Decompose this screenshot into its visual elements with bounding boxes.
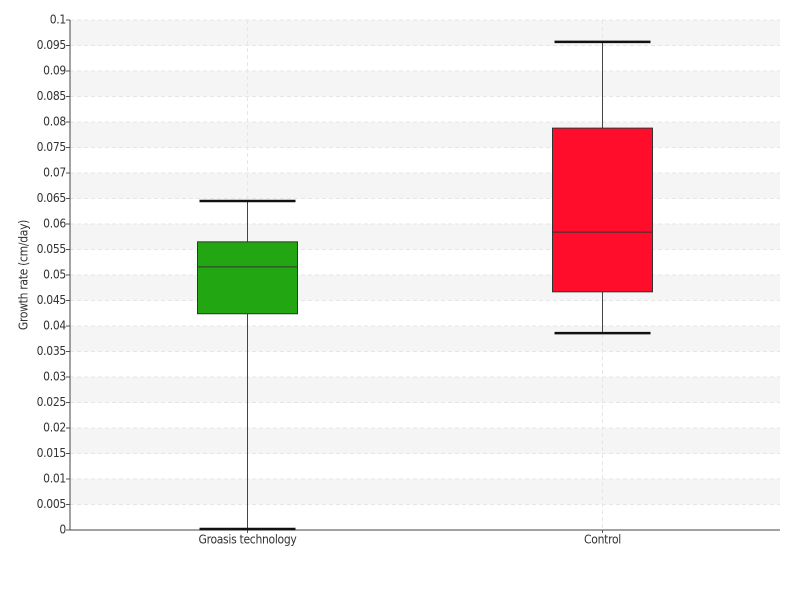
- y-tick-label: 0: [59, 523, 66, 537]
- x-tick-label: Groasis technology: [199, 533, 298, 547]
- grid-band: [70, 20, 780, 46]
- y-tick-label: 0.08: [43, 115, 66, 129]
- y-tick-label: 0.09: [43, 64, 66, 78]
- y-axis-label: Growth rate (cm/day): [17, 220, 31, 330]
- grid-band: [70, 326, 780, 352]
- y-tick-label: 0.1: [50, 13, 66, 27]
- y-tick-label: 0.015: [37, 446, 66, 460]
- y-tick-label: 0.025: [37, 395, 66, 409]
- y-tick-label: 0.045: [37, 293, 66, 307]
- grid-band: [70, 224, 780, 250]
- y-tick-label: 0.075: [37, 140, 66, 154]
- y-tick-label: 0.04: [43, 319, 66, 333]
- y-tick-label: 0.035: [37, 344, 66, 358]
- grid-band: [70, 428, 780, 454]
- grid-band: [70, 173, 780, 199]
- box: [197, 241, 298, 315]
- y-tick-label: 0.01: [43, 472, 66, 486]
- box: [552, 127, 653, 293]
- grid-band: [70, 122, 780, 148]
- x-tick-label: Control: [584, 533, 621, 547]
- y-tick-label: 0.055: [37, 242, 66, 256]
- y-tick-label: 0.05: [43, 268, 66, 282]
- y-tick-label: 0.07: [43, 166, 66, 180]
- grid-band: [70, 275, 780, 301]
- grid-band: [70, 479, 780, 505]
- y-tick-label: 0.065: [37, 191, 66, 205]
- y-tick-label: 0.06: [43, 217, 66, 231]
- y-tick-label: 0.005: [37, 497, 66, 511]
- grid-band: [70, 377, 780, 403]
- y-tick-label: 0.095: [37, 38, 66, 52]
- y-tick-label: 0.03: [43, 370, 66, 384]
- grid-band: [70, 71, 780, 97]
- y-tick-label: 0.02: [43, 421, 66, 435]
- y-tick-label: 0.085: [37, 89, 66, 103]
